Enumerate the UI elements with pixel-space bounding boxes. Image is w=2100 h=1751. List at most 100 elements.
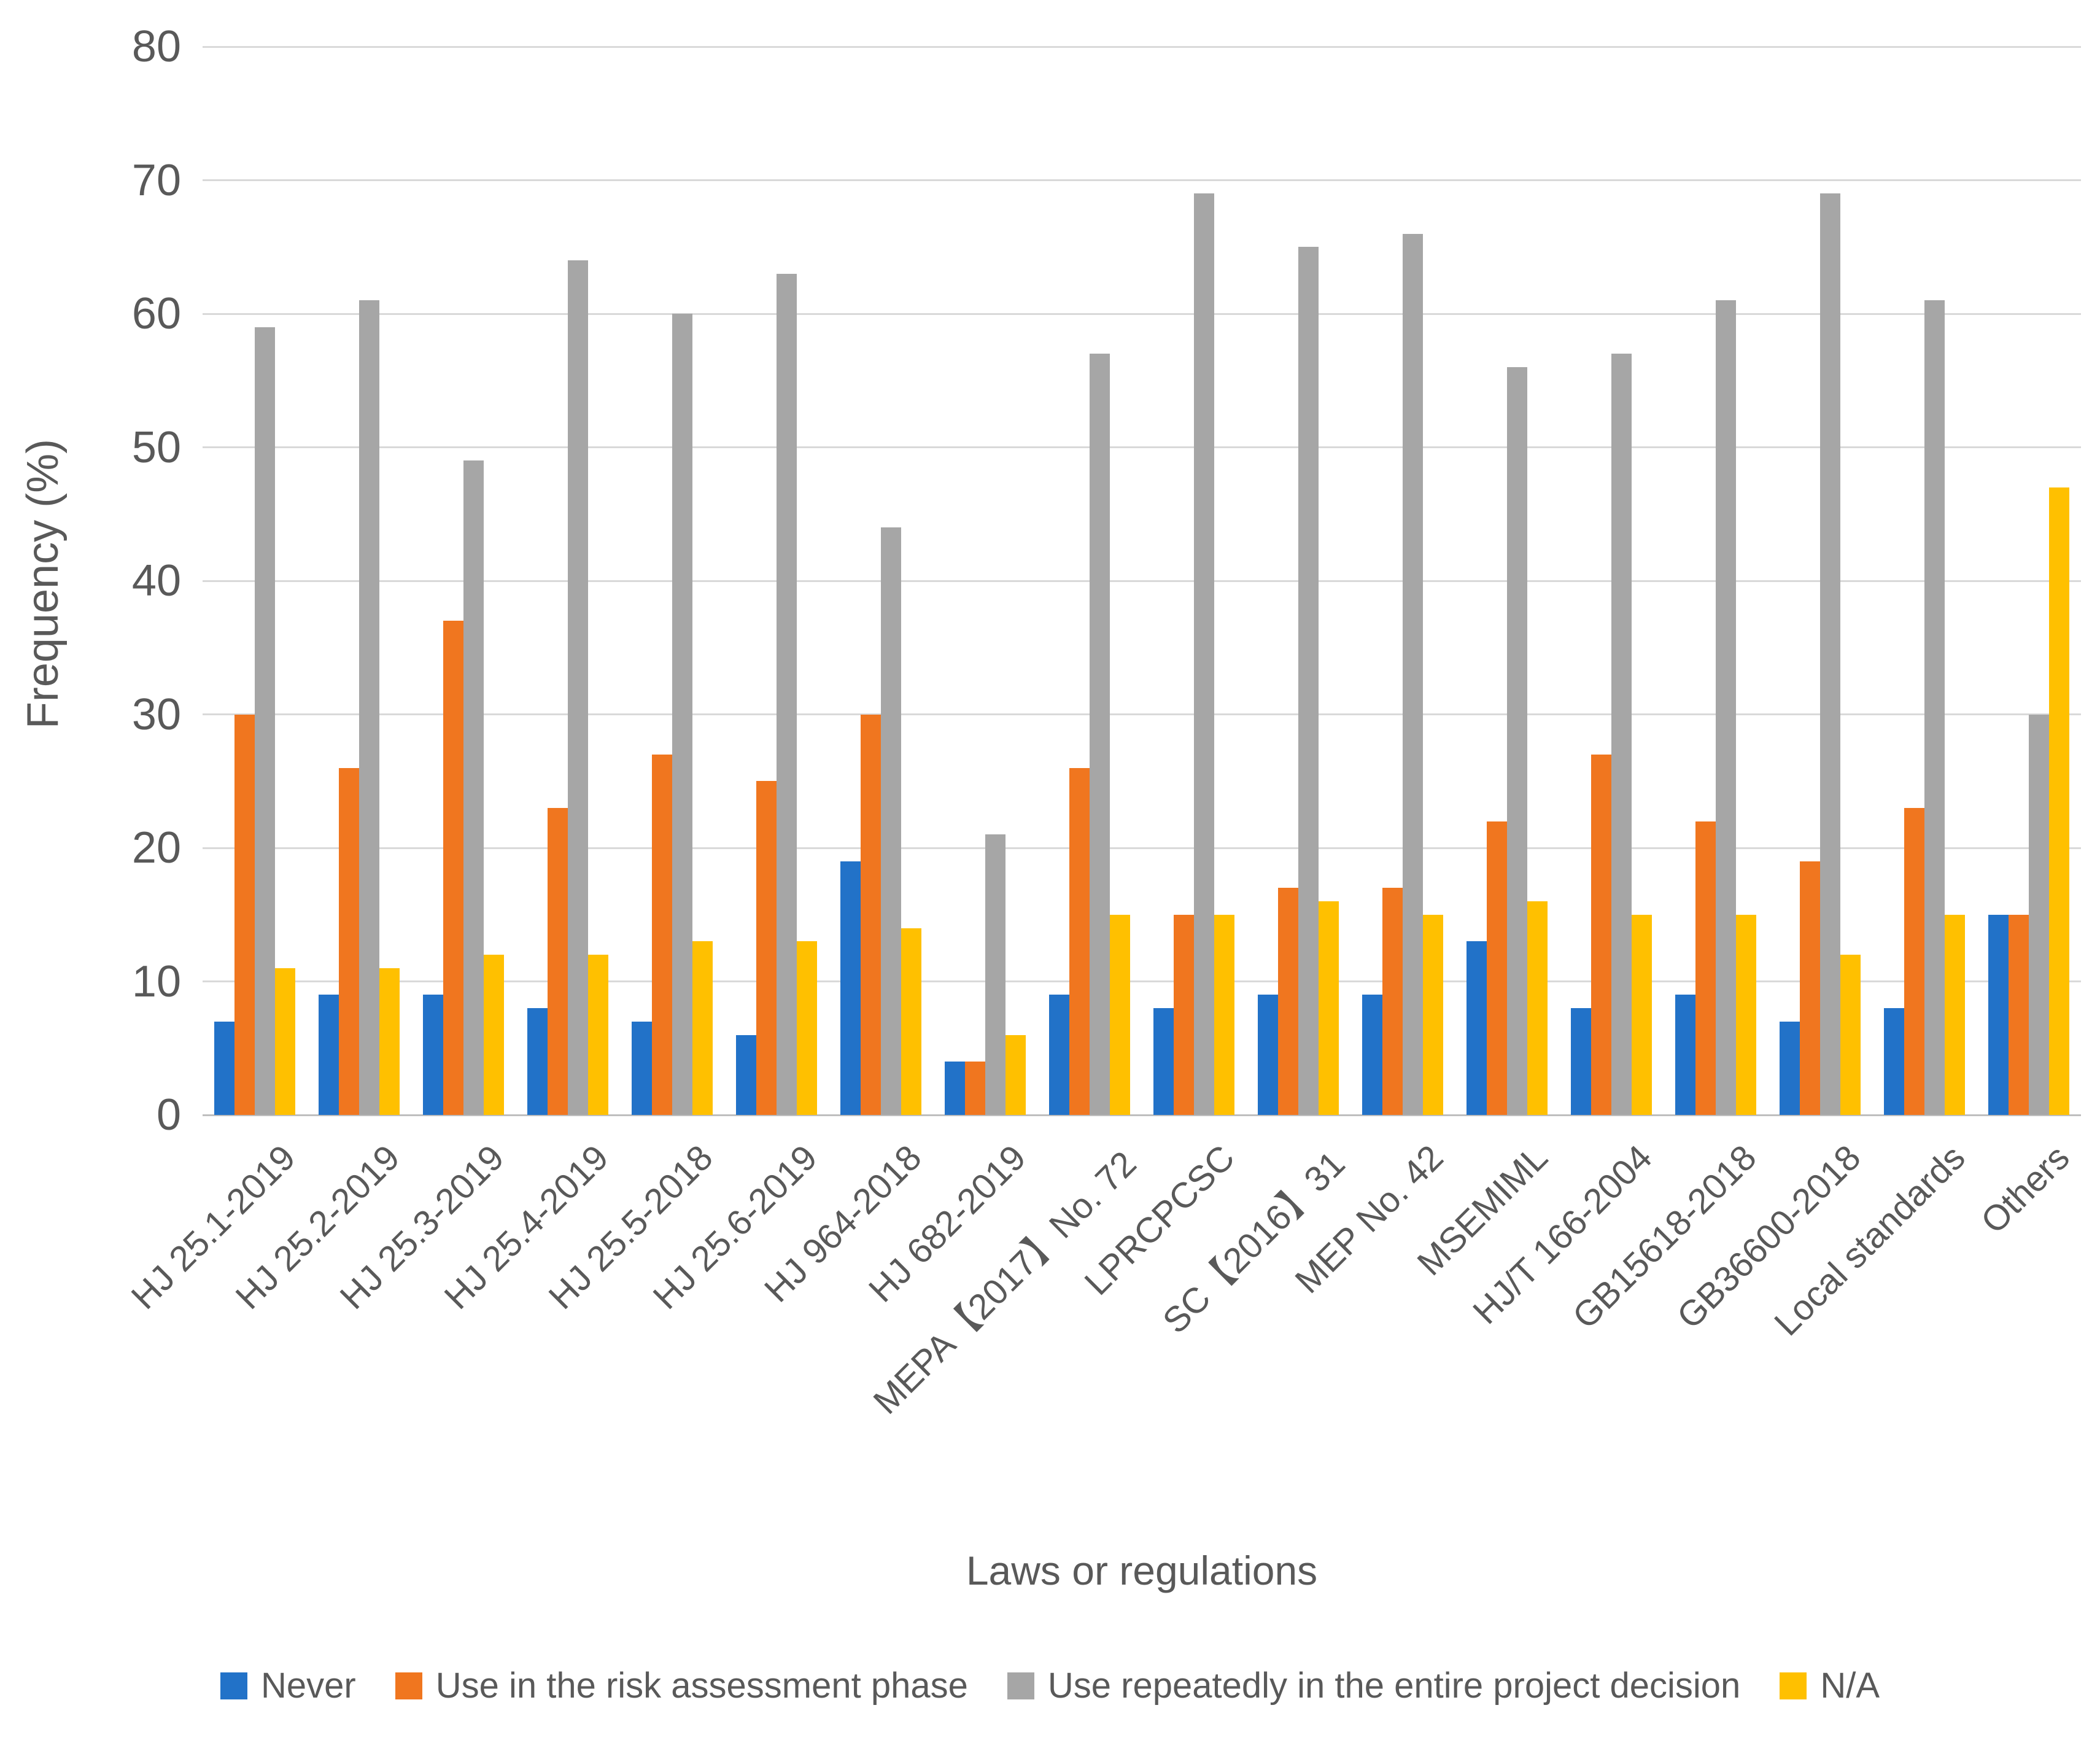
bar	[1362, 995, 1382, 1115]
x-tick-label: HJ 25.6-2019	[645, 1137, 825, 1317]
gridline	[203, 847, 2081, 849]
bar	[1840, 955, 1861, 1115]
bar	[881, 527, 901, 1115]
bar	[1467, 941, 1487, 1115]
bar	[1632, 914, 1652, 1115]
bar	[484, 955, 504, 1115]
bar	[1988, 914, 2009, 1115]
bar	[692, 941, 713, 1115]
bar	[1736, 914, 1756, 1115]
bar	[632, 1021, 652, 1115]
bar	[339, 767, 359, 1115]
bar	[1214, 914, 1234, 1115]
gridline	[203, 313, 2081, 315]
plot-area	[203, 45, 2081, 1116]
bar	[985, 834, 1005, 1115]
legend-label-na: N/A	[1820, 1666, 1880, 1706]
x-tick-label: Others	[1973, 1137, 2077, 1241]
bar	[1005, 1035, 1026, 1115]
bar	[1403, 233, 1423, 1115]
x-tick-label: GB36600-2018	[1669, 1137, 1869, 1337]
bar	[1110, 914, 1130, 1115]
bar	[756, 781, 777, 1115]
x-axis-title: Laws or regulations	[966, 1548, 1318, 1593]
bar	[463, 460, 484, 1115]
legend-swatch-repeatedly	[1007, 1672, 1034, 1699]
bar	[1527, 901, 1548, 1115]
legend-label-never: Never	[260, 1666, 356, 1706]
bar	[275, 968, 295, 1115]
x-tick-label: MEPA【2017】No. 72	[866, 1143, 1144, 1422]
bar	[1174, 914, 1194, 1115]
bar	[1507, 367, 1527, 1115]
bar	[672, 314, 692, 1115]
x-tick-label: Local standards	[1767, 1137, 1973, 1344]
gridline	[203, 45, 2081, 48]
bar	[1800, 861, 1820, 1115]
bar	[1904, 807, 1924, 1115]
gridline	[203, 446, 2081, 448]
bar	[965, 1062, 985, 1115]
y-tick-label: 60	[131, 289, 181, 338]
gridline	[203, 713, 2081, 715]
bar	[1319, 901, 1339, 1115]
y-tick-label: 70	[131, 155, 181, 205]
bar	[2029, 714, 2049, 1115]
x-tick-label: MSEMIML	[1409, 1137, 1556, 1284]
bar	[1069, 767, 1090, 1115]
gridline	[203, 580, 2081, 582]
bar	[319, 995, 339, 1115]
x-tick-label: GB15618-2018	[1565, 1137, 1764, 1337]
bar	[443, 621, 463, 1115]
bar	[840, 861, 861, 1115]
legend-swatch-risk-assessment	[395, 1672, 422, 1699]
y-tick-label: 20	[131, 823, 181, 872]
bar	[588, 955, 608, 1115]
x-tick-label: SC【2016】31	[1155, 1143, 1353, 1341]
legend-swatch-na	[1780, 1672, 1807, 1699]
bar	[1675, 995, 1695, 1115]
x-tick-label: HJ 25.3-2019	[332, 1137, 512, 1317]
bar	[901, 928, 921, 1115]
y-tick-label: 80	[131, 22, 181, 71]
bar	[736, 1035, 756, 1115]
bar	[1487, 821, 1507, 1115]
x-tick-label: MEP No. 42	[1287, 1137, 1451, 1302]
bar	[2009, 914, 2029, 1115]
bar	[568, 260, 588, 1115]
y-tick-label: 10	[131, 957, 181, 1006]
bar	[1571, 1008, 1591, 1115]
bar	[1591, 754, 1611, 1115]
bar	[214, 1021, 234, 1115]
bar	[1780, 1021, 1800, 1115]
x-tick-label: HJ 25.5-2018	[541, 1137, 721, 1317]
x-tick-label: LPRCPCSC	[1077, 1137, 1242, 1303]
legend-item: Never	[220, 1665, 356, 1706]
legend-label-risk-assessment: Use in the risk assessment phase	[435, 1666, 968, 1706]
bar	[945, 1062, 965, 1115]
y-axis-title: Frequency (%)	[18, 438, 68, 729]
bar	[1153, 1008, 1174, 1115]
bar	[2049, 487, 2069, 1115]
x-tick-label: HJ 682-2019	[861, 1137, 1034, 1310]
x-tick-label: HJ 25.1-2019	[123, 1137, 303, 1317]
bar	[1716, 300, 1736, 1115]
x-axis-line	[203, 1114, 2081, 1116]
bar	[1884, 1008, 1904, 1115]
bar	[777, 273, 797, 1115]
bar	[1049, 995, 1069, 1115]
bar	[1695, 821, 1716, 1115]
bar	[1298, 247, 1319, 1115]
legend-item: Use in the risk assessment phase	[395, 1665, 968, 1706]
x-tick-label: HJ/T 166-2004	[1465, 1137, 1660, 1332]
bar	[359, 300, 379, 1115]
bar	[1194, 193, 1214, 1115]
gridline	[203, 179, 2081, 181]
gridline	[203, 980, 2081, 982]
bar	[423, 995, 443, 1115]
bar	[797, 941, 817, 1115]
bar	[1924, 300, 1945, 1115]
legend-item: N/A	[1780, 1665, 1880, 1706]
bar	[255, 327, 275, 1115]
bar	[379, 968, 400, 1115]
